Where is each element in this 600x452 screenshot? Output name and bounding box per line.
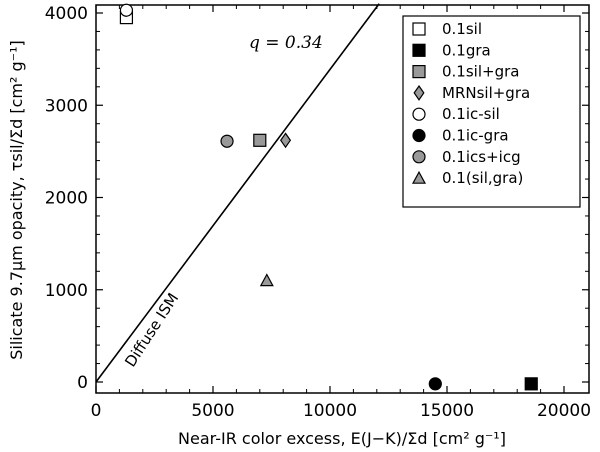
legend-label: 0.1gra [442, 41, 491, 59]
legend-label: 0.1(sil,gra) [442, 169, 523, 187]
legend-item: 0.1gra [412, 41, 491, 59]
y-tick-label: 3000 [45, 96, 88, 116]
y-axis-label: Silicate 9.7μm opacity, τsil/Σd [cm² g⁻¹… [7, 40, 26, 359]
data-point [280, 132, 292, 149]
diffuse-ism-line [95, 3, 380, 383]
data-point [119, 3, 134, 17]
legend-label: MRNsil+gra [442, 84, 530, 102]
plot-frame [95, 4, 590, 394]
legend-item: MRNsil+gra [413, 84, 530, 102]
legend-label: 0.1ics+icg [442, 148, 521, 166]
legend-item: 0.1ics+icg [412, 148, 521, 166]
legend-item: 0.1ic-sil [412, 105, 500, 123]
legend: 0.1sil 0.1gra 0.1sil+gra MRNsil+gra 0.1ic-si… [402, 15, 581, 208]
legend-marker [411, 170, 427, 184]
legend-item: 0.1(sil,gra) [411, 169, 523, 187]
data-point [253, 133, 267, 147]
legend-label: 0.1ic-gra [442, 127, 509, 145]
x-axis-label: Near-IR color excess, E(J−K)/Σd [cm² g⁻¹… [178, 429, 506, 448]
legend-marker [412, 128, 426, 143]
y-tick-label: 2000 [45, 189, 88, 209]
legend-item: 0.1sil [412, 20, 482, 38]
legend-item: 0.1ic-gra [412, 127, 509, 145]
x-tick-label: 15000 [420, 401, 474, 421]
x-tick-label: 10000 [303, 401, 357, 421]
y-tick-labels: 0 1000 2000 3000 4000 [45, 4, 88, 393]
data-point [428, 377, 442, 391]
x-tick-labels: 0 5000 10000 15000 20000 [91, 401, 591, 421]
legend-marker [412, 22, 426, 36]
y-tick-label: 1000 [45, 281, 88, 301]
x-tick-label: 0 [91, 401, 102, 421]
data-point [220, 134, 234, 148]
y-tick-label: 0 [77, 373, 88, 393]
diffuse-ism-annotation: Diffuse ISM [121, 290, 182, 370]
x-tick-label: 5000 [191, 401, 234, 421]
x-tick-label: 20000 [537, 401, 591, 421]
axis-ticks [95, 5, 589, 393]
data-points [119, 3, 538, 391]
legend-marker [412, 64, 426, 79]
y-tick-label: 4000 [45, 4, 88, 24]
data-point [524, 377, 538, 391]
legend-marker [412, 43, 426, 57]
legend-item: 0.1sil+gra [412, 63, 519, 81]
legend-label: 0.1sil [442, 20, 482, 38]
legend-box [402, 15, 581, 208]
data-point [259, 273, 274, 287]
model-lines [95, 3, 380, 383]
legend-label: 0.1sil+gra [442, 63, 519, 81]
legend-marker [412, 150, 426, 164]
legend-label: 0.1ic-sil [442, 105, 500, 123]
legend-marker [413, 84, 425, 101]
q-annotation: q = 0.34 [249, 33, 323, 53]
legend-marker [412, 107, 426, 121]
